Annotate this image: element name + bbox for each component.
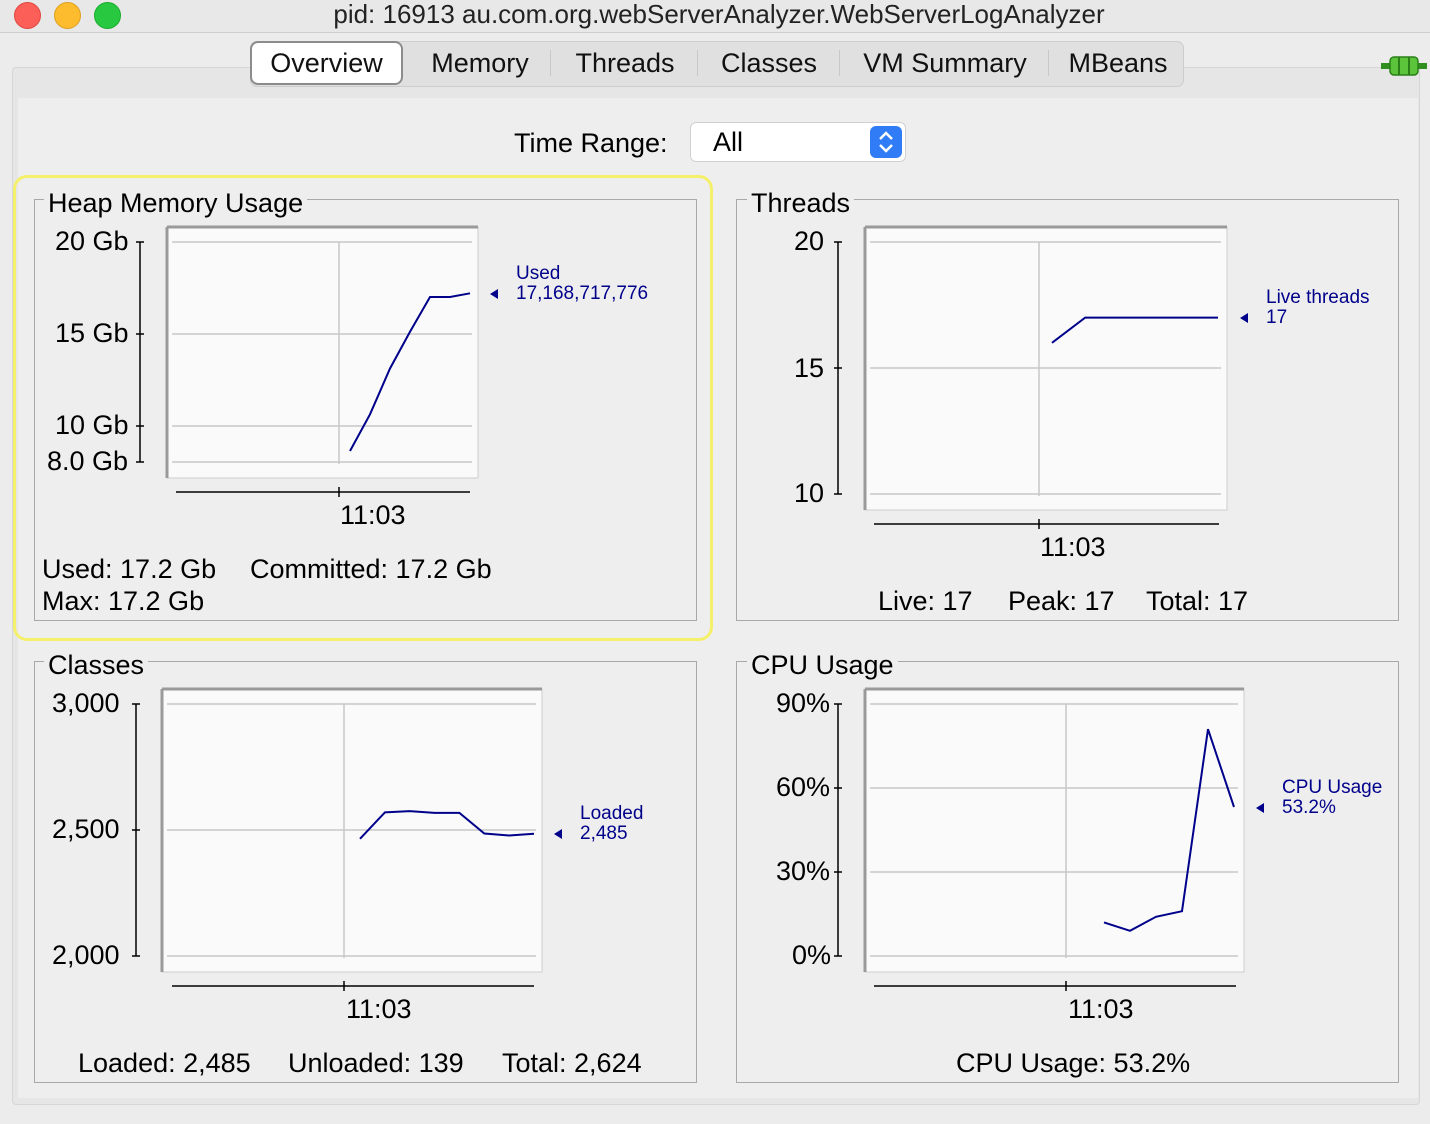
cpu-legend-value: 53.2% <box>1282 797 1336 818</box>
tab-memory[interactable]: Memory <box>431 48 529 78</box>
zoom-window-button[interactable] <box>94 2 121 29</box>
series-line <box>349 292 471 452</box>
legend-arrow-icon <box>1240 313 1248 323</box>
classes-panel <box>34 661 697 1083</box>
cpu-legend-name: CPU Usage <box>1282 777 1383 798</box>
time-range-label: Time Range: <box>514 128 668 158</box>
heap-x-tick: 11:03 <box>340 500 406 530</box>
heap-y-tick: 15 Gb <box>55 318 129 348</box>
cpu-x-tick: 11:03 <box>1068 994 1134 1024</box>
threads-legend-name: Live threads <box>1266 287 1370 308</box>
classes-y-tick: 3,000 <box>52 688 120 718</box>
heap-chart <box>136 225 498 497</box>
classes-panel-title: Classes <box>44 650 149 680</box>
classes-y-tick: 2,500 <box>52 814 120 844</box>
chevron-up-down-icon <box>870 126 902 158</box>
series-line <box>1103 728 1235 932</box>
cpu-usage-panel <box>736 661 1399 1083</box>
threads-panel <box>736 199 1399 621</box>
threads-panel-title: Threads <box>747 188 855 218</box>
tab-mbeans[interactable]: MBeans <box>1068 48 1168 78</box>
classes-unloaded-stat: Unloaded: 139 <box>288 1048 464 1078</box>
window-title: pid: 16913 au.com.org.webServerAnalyzer.… <box>333 0 1105 29</box>
threads-y-tick: 10 <box>794 478 825 508</box>
threads-x-tick: 11:03 <box>1040 532 1106 562</box>
cpu-y-tick: 30% <box>776 856 831 886</box>
classes-legend-value: 2,485 <box>580 823 628 844</box>
cpu-y-tick: 0% <box>792 940 832 970</box>
tab-bar <box>250 41 1184 87</box>
threads-total-stat: Total: 17 <box>1146 586 1249 616</box>
close-window-button[interactable] <box>14 2 41 29</box>
threads-y-tick: 20 <box>794 226 825 256</box>
tab-separator <box>839 50 840 76</box>
title-bar: pid: 16913 au.com.org.webServerAnalyzer.… <box>0 0 1430 33</box>
time-range-value: All <box>713 127 744 157</box>
heap-max-stat: Max: 17.2 Gb <box>42 586 205 616</box>
threads-legend-value: 17 <box>1266 307 1288 328</box>
classes-x-tick: 11:03 <box>346 994 412 1024</box>
legend-arrow-icon <box>490 289 498 299</box>
heap-panel-title: Heap Memory Usage <box>44 188 308 218</box>
heap-y-tick: 10 Gb <box>55 410 129 440</box>
tab-vm-summary[interactable]: VM Summary <box>863 48 1027 78</box>
threads-y-tick: 15 <box>794 353 825 383</box>
tab-separator <box>697 50 698 76</box>
classes-chart <box>132 687 562 991</box>
plot-area <box>166 226 479 479</box>
selection-highlight <box>13 175 713 641</box>
tab-overview[interactable]: Overview <box>250 41 403 85</box>
classes-loaded-stat: Loaded: 2,485 <box>78 1048 251 1078</box>
minimize-window-button[interactable] <box>54 2 81 29</box>
heap-legend-name: Used <box>516 263 561 284</box>
threads-live-stat: Live: 17 <box>878 586 973 616</box>
heap-y-tick: 8.0 Gb <box>47 446 129 476</box>
series-line <box>1051 316 1218 344</box>
classes-legend-name: Loaded <box>580 803 644 824</box>
tab-classes[interactable]: Classes <box>720 48 818 78</box>
time-range-select[interactable]: All <box>690 122 906 162</box>
cpu-panel-title: CPU Usage <box>747 650 898 680</box>
cpu-usage-stat: CPU Usage: 53.2% <box>956 1048 1191 1078</box>
tab-separator <box>1048 50 1049 76</box>
plot-area <box>864 688 1245 973</box>
classes-y-tick: 2,000 <box>52 940 120 970</box>
cpu-y-tick: 60% <box>776 772 831 802</box>
legend-arrow-icon <box>554 829 562 839</box>
heap-y-tick: 20 Gb <box>55 226 129 256</box>
threads-chart <box>834 225 1248 529</box>
tab-separator <box>550 50 551 76</box>
cpu-y-tick: 90% <box>776 688 831 718</box>
plug-connected-icon <box>1381 56 1427 76</box>
series-line <box>359 810 535 840</box>
classes-total-stat: Total: 2,624 <box>502 1048 642 1078</box>
threads-peak-stat: Peak: 17 <box>1008 586 1115 616</box>
heap-legend-value: 17,168,717,776 <box>516 283 649 304</box>
heap-used-stat: Used: 17.2 Gb <box>42 554 217 584</box>
heap-memory-panel <box>34 199 697 621</box>
tab-threads[interactable]: Threads <box>575 48 675 78</box>
legend-arrow-icon <box>1256 803 1264 813</box>
cpu-chart <box>834 687 1264 991</box>
heap-committed-stat: Committed: 17.2 Gb <box>250 554 492 584</box>
